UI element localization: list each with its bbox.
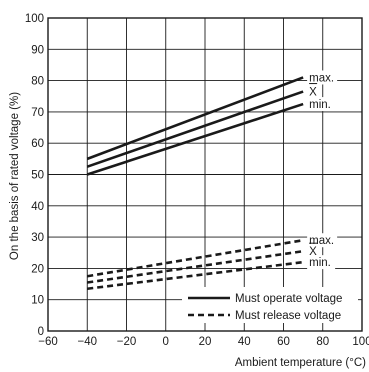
grid <box>47 17 363 332</box>
series-line-release-5 <box>87 260 304 291</box>
series-line-release-4 <box>87 249 304 284</box>
x-tick-label: −20 <box>117 336 137 348</box>
plot-frame <box>47 17 363 332</box>
y-axis-title: On the basis of rated voltage (%) <box>9 92 21 260</box>
series-label: min. <box>309 257 331 269</box>
series-label-bg <box>307 233 338 248</box>
series-label: X <box>309 87 317 99</box>
y-tick-label: 20 <box>31 263 44 275</box>
series-label: max. <box>309 72 334 84</box>
legend-release-label: Must release voltage <box>235 310 341 322</box>
series-label-bg <box>307 97 336 112</box>
y-tick-label: 30 <box>31 232 44 244</box>
y-tick-label: 90 <box>31 44 44 56</box>
x-tick-label: −40 <box>77 336 97 348</box>
y-tick-label: 70 <box>31 107 44 119</box>
y-tick-label: 50 <box>31 170 44 182</box>
y-tick-label: 100 <box>25 13 44 25</box>
series-line-release-3 <box>87 238 304 278</box>
x-tick-label: 80 <box>316 336 329 348</box>
x-tick-label: 60 <box>277 336 290 348</box>
x-tick-label: −60 <box>38 336 58 348</box>
legend-operate-label: Must operate voltage <box>235 293 342 305</box>
y-tick-label: 10 <box>31 295 44 307</box>
y-tick-label: 0 <box>38 326 44 338</box>
x-tick-labels: −60 −40 −20 0 20 40 60 80 100 <box>38 336 369 348</box>
series-label-bg <box>307 244 322 259</box>
x-tick-label: 100 <box>352 336 369 348</box>
series-label: X <box>309 246 317 258</box>
series-line-operate-2 <box>86 102 304 176</box>
y-tick-label: 80 <box>31 76 44 88</box>
series-label-bg <box>307 70 338 85</box>
y-tick-labels: 0 10 20 30 40 50 60 70 80 90 100 <box>25 13 44 338</box>
y-tick-label: 60 <box>31 138 44 150</box>
x-tick-label: 0 <box>163 336 169 348</box>
series-layer <box>86 76 304 291</box>
series-label: min. <box>309 99 331 111</box>
legend-box <box>182 287 358 323</box>
x-tick-label: 20 <box>199 336 212 348</box>
x-tick-label: 40 <box>238 336 251 348</box>
series-line-operate-0 <box>86 76 304 161</box>
x-axis-title: Ambient temperature (°C) <box>235 357 366 369</box>
y-tick-label: 40 <box>31 201 44 213</box>
legend: Must operate voltage Must release voltag… <box>182 287 358 323</box>
series-line-operate-1 <box>86 90 304 168</box>
series-label-bg <box>307 255 336 270</box>
series-label-bg <box>307 84 322 99</box>
